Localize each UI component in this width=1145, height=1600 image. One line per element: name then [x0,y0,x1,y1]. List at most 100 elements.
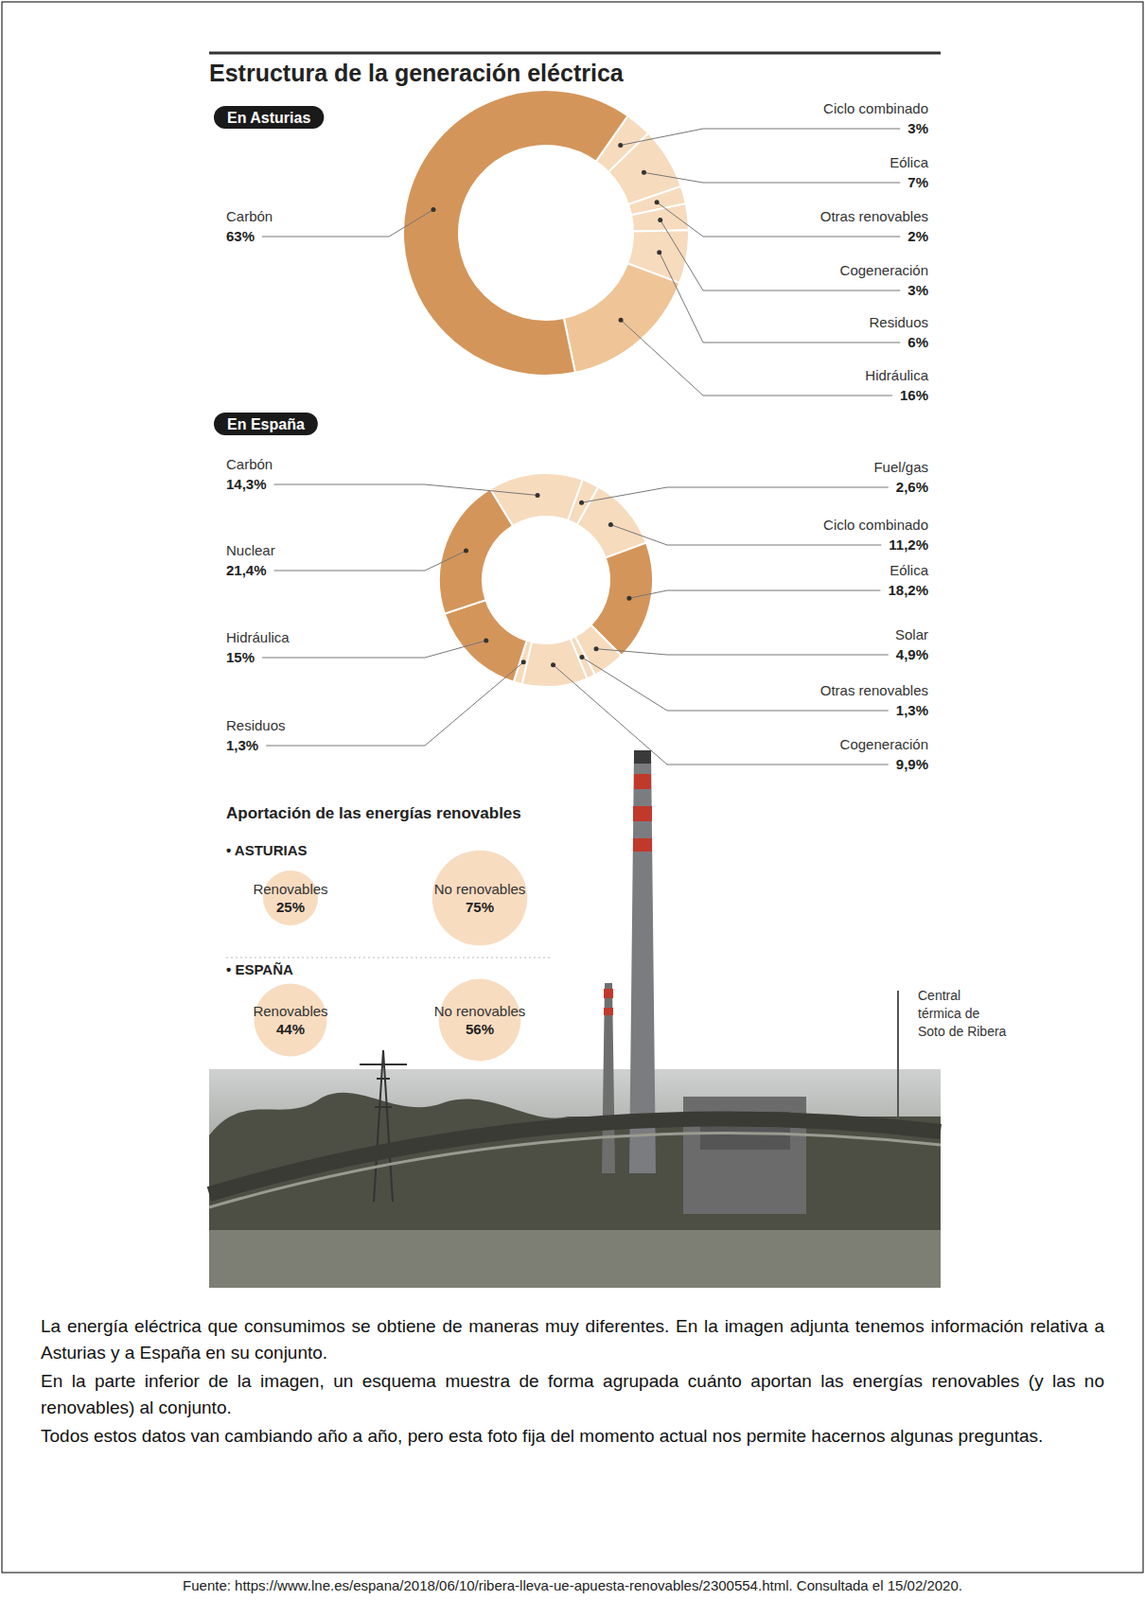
leader-line [660,219,901,291]
value-label: 63% [226,228,255,245]
value-label: 14,3% [226,475,267,493]
slice [631,203,689,231]
leader-line [274,484,538,495]
donut-chart: En España Fuel/gas 2,6% Ciclo combinado 11,2… [213,412,930,773]
bubble-chart: • ESPAÑARenovables44%No renovables56% [226,961,526,1061]
leader-dot [641,170,647,176]
bubble-label: Renovables [252,1003,328,1020]
photo-ground [209,1069,941,1288]
leader-line [553,665,889,765]
bubble-chart: • ASTURIAS Renovables25% No renovables75% [226,842,528,946]
photo [209,750,941,1288]
category-label: Ciclo combinado [823,516,929,533]
category-label: Hidráulica [226,629,290,646]
leader-dot [617,142,623,148]
bubble [432,850,528,946]
bubble-value: 56% [465,1021,494,1038]
bubble-label: Renovables [252,880,328,898]
slices [439,473,653,687]
photo-bridge-edge [209,1132,941,1208]
leader-dot [626,596,632,601]
value-label: 1,3% [896,702,929,719]
value-label: 9,9% [896,756,929,773]
value-label: 2% [907,228,929,245]
title-rule [209,52,941,55]
category-label: Fuel/gas [873,458,929,476]
category-label: Nuclear [226,542,276,559]
value-label: 11,2% [888,536,929,553]
leader-line [262,640,487,658]
leader-dot [579,654,584,660]
photo-caption: térmica de [917,1005,981,1022]
leader-dot [521,659,527,665]
pill-background [213,412,318,436]
leader-dot [483,638,489,644]
leader-dot [654,199,660,205]
photo-chimney-band [633,806,652,822]
photo-chimney-band [634,774,652,790]
main-title: Estructura de la generación eléctrica [209,59,625,87]
leader-line [581,487,889,503]
slice [403,89,629,376]
photo-bridge [209,1119,941,1195]
photo-chimney-tall [629,750,656,1174]
photo-chimney-band [603,1007,614,1016]
source: Fuente: https://www.lne.es/espana/2018/0… [182,1577,963,1594]
category-label: Eólica [889,562,930,579]
category-label: Otras renovables [820,208,929,225]
leader-dot [430,207,436,212]
text-block: La energía eléctrica que consumimos se o… [40,1313,1105,1452]
leader-dot [594,646,599,652]
chart-title-pill: En España [213,412,318,436]
bubble-value: 75% [465,898,494,916]
leader-dot [656,249,662,255]
leader-line [265,662,524,746]
photo-pylon [359,1050,407,1202]
category-label: Solar [895,626,929,643]
frame [1,1,1144,1573]
leader-line [581,657,889,711]
chart-title: En España [227,416,305,433]
chart-title: • ASTURIAS [226,842,308,859]
leader-dot [657,217,663,223]
photo-chimney-small [601,983,616,1174]
category-label: Cogeneración [840,262,929,279]
category-label: Carbón [226,456,273,473]
value-label: 1,3% [226,737,259,754]
photo-water [209,1230,941,1288]
value-label: 2,6% [896,478,929,495]
leader-dot [579,500,584,506]
photo-caption: Soto de Ribera [917,1023,1007,1040]
paragraph: La energía eléctrica que consumimos se o… [40,1313,1105,1367]
leader-line [620,319,893,396]
photo-lamp [897,990,899,1136]
leader-line [596,649,889,655]
labels: Ciclo combinado3%Eólica7%Otras renovable… [226,100,930,404]
leader-line [629,590,881,599]
leader-line [659,252,901,343]
category-label: Residuos [226,717,286,734]
category-label: Otras renovables [820,682,929,699]
photo-caption: Central [917,987,961,1004]
category-label: Carbón [226,208,273,225]
leader-dot [463,548,469,554]
bubble [254,984,328,1057]
chart-title: En Asturias [227,109,311,126]
labels: Fuel/gas 2,6% Ciclo combinado 11,2% Eólica 18… [226,456,930,773]
bubble-label: No renovables [434,1003,527,1020]
value-label: 21,4% [226,562,267,579]
leader-line [643,172,900,183]
category-label: Cogeneración [840,736,929,753]
value-label: 16% [899,387,929,404]
value-label: 18,2% [887,581,929,599]
bubble [263,870,318,926]
pill-background [213,105,324,129]
bubble-label: No renovables [434,880,527,898]
bubble-value: 25% [276,898,305,916]
value-label: 6% [907,334,929,351]
leader-line [610,525,881,546]
leader-line [262,210,434,237]
value-label: 3% [907,120,929,137]
photo-trees [209,1092,941,1288]
slice [563,263,681,372]
